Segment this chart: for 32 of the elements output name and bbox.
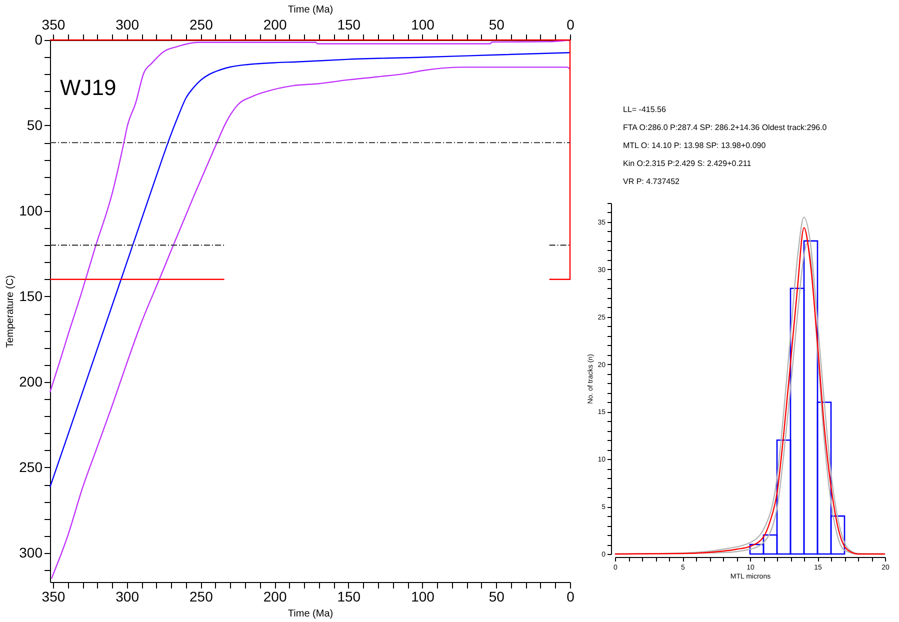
x-tick-label: 350: [42, 588, 66, 604]
x-axis-title: Time (Ma): [288, 608, 334, 620]
text: MTL O: 14.10 P: 13.98 SP: 13.98+0.090: [623, 141, 766, 150]
x-tick-label: 200: [263, 588, 287, 604]
x2-tick-label: 300: [116, 16, 140, 32]
x2-tick-label: 350: [42, 16, 66, 32]
y-tick-label: 100: [19, 202, 43, 218]
x2-tick-label: 100: [411, 16, 435, 32]
x-tick-label: 250: [190, 588, 214, 604]
y-axis-title: Temperature (C): [5, 275, 16, 348]
x2-tick-label: 50: [488, 16, 505, 32]
x2-tick-label: 0: [566, 16, 575, 32]
text: FTA O:286.0 P:287.4 SP: 286.2+14.36 Oldest track:296.0: [623, 123, 828, 132]
y-tick-label: 150: [19, 288, 43, 304]
x-tick-label: 300: [116, 588, 140, 604]
y-tick-label: 250: [19, 458, 43, 475]
x2-axis-title: Time (Ma): [288, 4, 334, 16]
y-tick-label: 50: [26, 116, 43, 133]
x-tick-label: 150: [337, 588, 361, 604]
text: VR P: 4.737452: [623, 177, 680, 186]
y-tick-label: 300: [19, 544, 43, 560]
x2-tick-label: 250: [190, 16, 214, 32]
y-tick-label: 200: [19, 373, 43, 390]
text: Kin O:2.315 P:2.429 S: 2.429+0.211: [623, 159, 752, 168]
x2-tick-label: 200: [263, 16, 287, 32]
annotation: WJ19: [60, 75, 116, 100]
x-tick-label: 50: [488, 588, 505, 604]
x-tick-label: 0: [566, 588, 575, 604]
x-tick-label: 100: [411, 588, 435, 604]
y-tick-label: 0: [34, 32, 43, 48]
x2-tick-label: 150: [337, 16, 361, 32]
text: LL= -415.56: [623, 105, 666, 114]
